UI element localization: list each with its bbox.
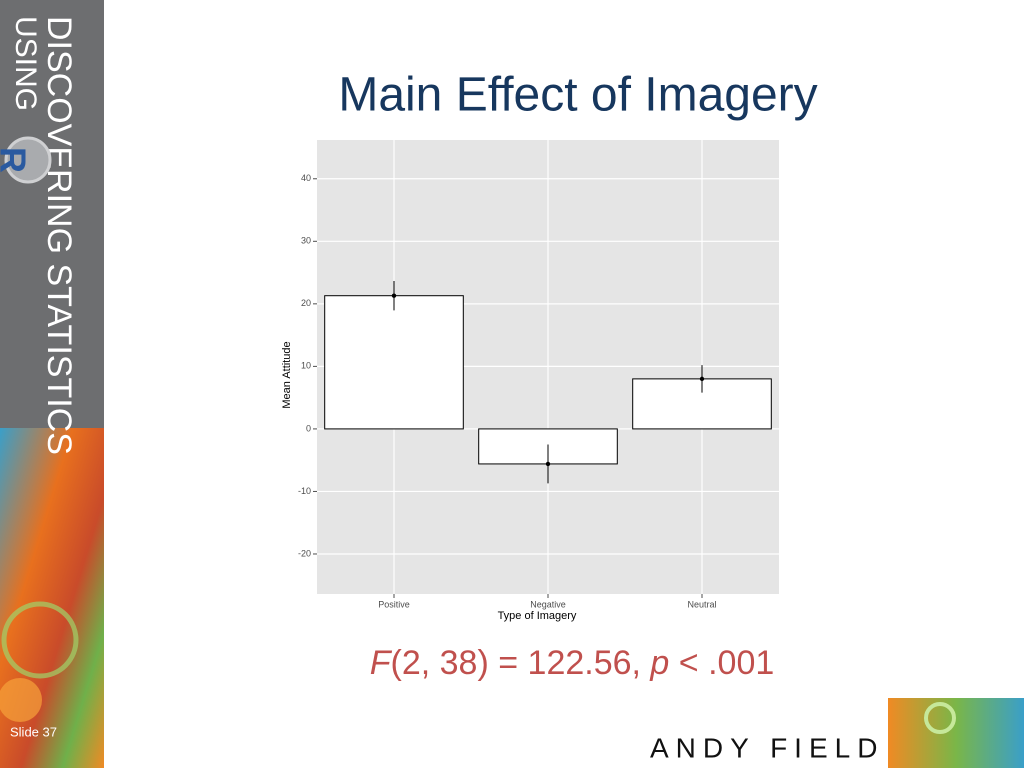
x-tick-label: Positive	[378, 599, 410, 609]
stat-part: (2, 38) = 122.56,	[391, 644, 651, 682]
mean-point	[699, 376, 705, 382]
x-axis-label: Type of Imagery	[498, 610, 577, 622]
stat-result: F(2, 38) = 122.56, p < .001	[370, 644, 775, 682]
y-axis-label: Mean Attitude	[281, 341, 293, 408]
logo-ring	[4, 136, 52, 184]
sidebar-logo: R	[0, 147, 33, 173]
y-tick-label: -20	[298, 548, 311, 558]
y-tick-label: 10	[301, 361, 311, 371]
sidebar	[0, 0, 104, 428]
y-tick-label: 30	[301, 236, 311, 246]
slide-title: Main Effect of Imagery	[338, 69, 817, 122]
x-tick-label: Neutral	[687, 599, 716, 609]
corner-art	[888, 698, 1024, 768]
sidebar-subtitle: USING	[9, 16, 42, 111]
art-circle	[0, 678, 42, 722]
y-tick-label: 20	[301, 298, 311, 308]
x-tick-label: Negative	[530, 599, 566, 609]
stat-part: p	[649, 644, 669, 682]
y-tick-label: 0	[306, 423, 311, 433]
art-circle	[1, 601, 79, 679]
author: ANDY FIELD	[650, 732, 884, 763]
stat-part: F	[370, 644, 393, 682]
stat-part: < .001	[669, 644, 774, 682]
y-tick-label: -10	[298, 486, 311, 496]
mean-point	[545, 461, 551, 467]
sidebar-title: DISCOVERING STATISTICS	[40, 16, 78, 455]
bar	[324, 295, 464, 430]
mean-point	[391, 293, 397, 298]
y-tick-label: 40	[301, 173, 311, 183]
slide-number: Slide 37	[10, 724, 57, 739]
art-circle	[924, 702, 956, 734]
